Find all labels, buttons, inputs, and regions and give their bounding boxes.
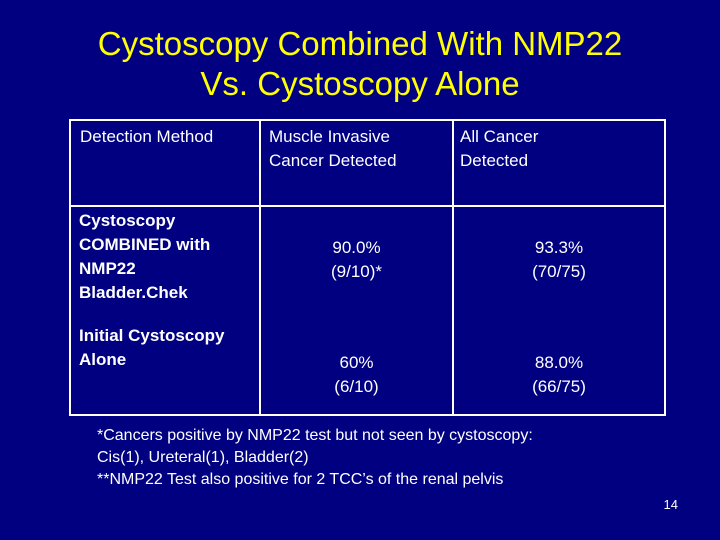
cell-alone-muscle: 60% (6/10) — [334, 353, 379, 396]
column-divider — [452, 121, 454, 414]
cell-combined-muscle: 90.0% (9/10)* — [330, 238, 383, 281]
cell-combined-all: 93.3% (70/75) — [532, 238, 586, 281]
slide-title: Cystoscopy Combined With NMP22 Vs. Cysto… — [0, 24, 720, 104]
results-table: Detection Method Muscle Invasive Cancer … — [69, 119, 666, 416]
cell-alone-all: 88.0% (66/75) — [532, 353, 586, 396]
row-method-combined: Cystoscopy COMBINED with NMP22 Bladder.C… — [79, 211, 211, 302]
header-all-cancer: All Cancer Detected — [460, 127, 539, 170]
footnote-line-2: Cis(1), Ureteral(1), Bladder(2) — [97, 449, 309, 466]
footnote: *Cancers positive by NMP22 test but not … — [97, 425, 533, 491]
header-muscle-invasive: Muscle Invasive Cancer Detected — [269, 127, 397, 170]
footnote-line-3: **NMP22 Test also positive for 2 TCC’s o… — [97, 471, 504, 488]
title-line-1: Cystoscopy Combined With NMP22 — [97, 25, 623, 62]
column-divider — [259, 121, 261, 414]
header-detection-method: Detection Method — [80, 127, 214, 146]
title-line-2: Vs. Cystoscopy Alone — [200, 65, 520, 102]
row-method-alone: Initial Cystoscopy Alone — [79, 326, 225, 369]
row-divider — [71, 205, 664, 207]
footnote-line-1: *Cancers positive by NMP22 test but not … — [97, 427, 533, 444]
page-number: 14 — [663, 497, 678, 512]
